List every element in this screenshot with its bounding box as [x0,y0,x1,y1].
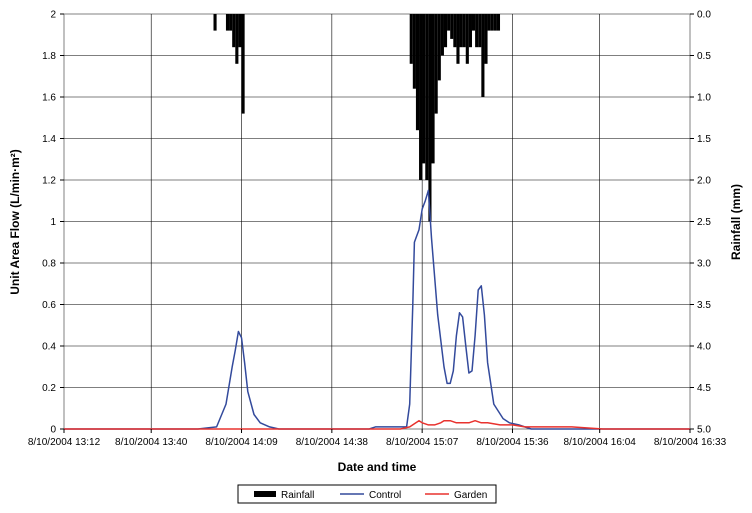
rainfall-bar [437,14,441,81]
rainfall-bars [213,14,501,222]
y-tick-label: 0 [50,425,56,436]
y-tick-label: 1.6 [42,93,56,104]
y-tick-label: 1.8 [42,51,56,62]
rainfall-bar [415,14,420,131]
y2-tick-label: 2.5 [697,217,711,228]
x-tick-label: 8/10/2004 14:38 [296,437,369,448]
rainfall-bar [434,14,438,114]
rainfall-bar [453,14,457,48]
x-tick-label: 8/10/2004 16:04 [564,437,637,448]
y2-tick-label: 3.0 [697,259,711,270]
y2-tick-label: 4.0 [697,342,711,353]
x-tick-label: 8/10/2004 16:33 [654,437,727,448]
x-axis-title: Date and time [338,460,417,474]
y-tick-label: 1 [50,217,56,228]
rainfall-bar [443,14,448,48]
series-line-garden [64,419,690,430]
x-axis-ticks: 8/10/2004 13:12 8/10/2004 13:40 8/10/2004 … [28,429,727,448]
y-axis-right-ticks: 0.0 0.5 1.0 1.5 2.0 2.5 3.0 3.5 4.0 4.5 5.0 [690,10,711,436]
rainfall-bar [241,14,245,114]
y-tick-label: 0.2 [42,383,56,394]
rainfall-bar [213,14,217,31]
y-axis-right-title: Rainfall (mm) [729,184,743,260]
y-tick-label: 1.2 [42,176,56,187]
x-tick-label: 8/10/2004 14:09 [205,437,278,448]
rainfall-bar [431,14,435,164]
rainfall-bar [456,14,460,64]
rainfall-bar [419,14,423,180]
y-tick-label: 0.4 [42,342,56,353]
series-lines [64,189,690,430]
rainfall-bar [422,14,426,164]
rainfall-bar [425,14,429,180]
rainfall-bar [428,14,432,222]
y-axis-title: Unit Area Flow (L/min·m²) [8,149,22,295]
rainfall-bar [232,14,236,48]
x-tick-label: 8/10/2004 13:40 [115,437,188,448]
rainfall-bar [496,14,501,31]
rainfall-bar [471,14,476,31]
gridlines [64,14,690,429]
legend-control-label: Control [369,490,401,501]
rainfall-bar [450,14,454,39]
legend-garden-label: Garden [454,490,487,501]
y-tick-label: 2 [50,10,56,21]
legend-rainfall-label: Rainfall [281,490,314,501]
rainfall-bar [465,14,469,64]
rainfall-bar [409,14,413,64]
rainfall-bar [412,14,416,89]
legend-rainfall-swatch [254,491,276,497]
y-axis-left-ticks: 0 0.2 0.4 0.6 0.8 1 1.2 1.4 1.6 1.8 2 [42,10,64,436]
y2-tick-label: 1.0 [697,93,711,104]
rainfall-bar [238,14,242,48]
y2-tick-label: 4.5 [697,383,711,394]
x-tick-label: 8/10/2004 15:36 [476,437,549,448]
rainfall-bar [462,14,466,48]
x-tick-label: 8/10/2004 15:07 [386,437,459,448]
y2-tick-label: 1.5 [697,134,711,145]
y-tick-label: 0.6 [42,300,56,311]
rainfall-bar [447,14,451,31]
rainfall-bar [490,14,494,31]
y2-tick-label: 0.0 [697,10,711,21]
rainfall-bar [459,14,463,48]
rainfall-bar [475,14,479,48]
rainfall-bar [484,14,488,64]
rainfall-bar [440,14,444,56]
y2-tick-label: 3.5 [697,300,711,311]
rainfall-bar [487,14,491,31]
y2-tick-label: 5.0 [697,425,711,436]
rainfall-bar [493,14,497,31]
rainfall-bar [468,14,472,48]
rainfall-bar [478,14,482,48]
x-tick-label: 8/10/2004 13:12 [28,437,101,448]
rainfall-bar [225,14,230,31]
y-tick-label: 0.8 [42,259,56,270]
legend: Rainfall Control Garden [237,484,497,504]
y2-tick-label: 2.0 [697,176,711,187]
series-line-control [64,189,690,430]
y2-tick-label: 0.5 [697,51,711,62]
rainfall-bar [481,14,485,97]
y-tick-label: 1.4 [42,134,56,145]
legend-box [237,484,497,504]
rainfall-bar [235,14,239,64]
rainfall-bar [229,14,233,31]
